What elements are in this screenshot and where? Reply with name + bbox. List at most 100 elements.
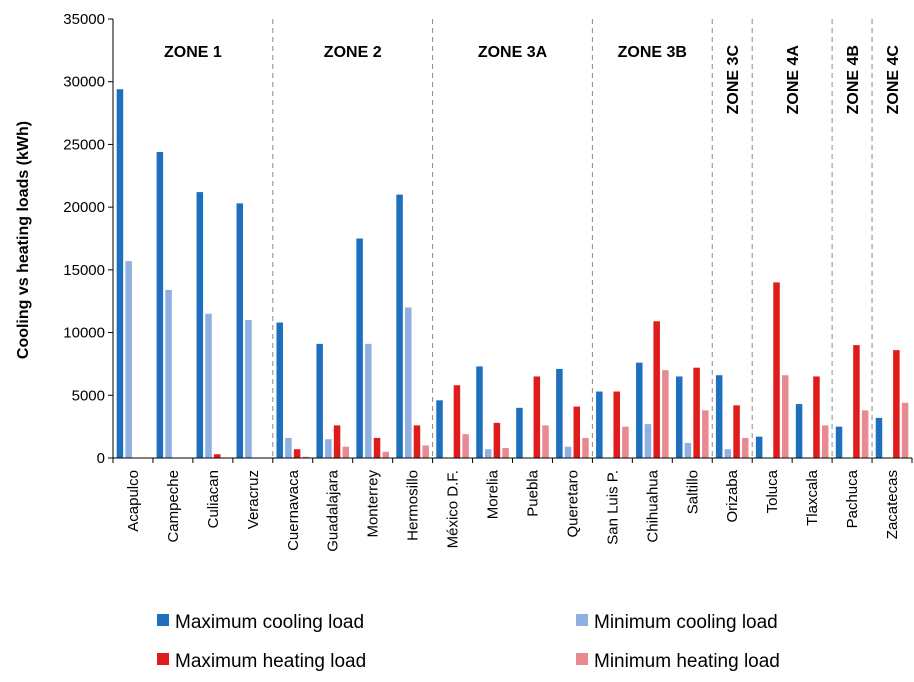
x-tick-labels: Acapulco Campeche Culiacan Veracruz Cuernava… xyxy=(112,458,913,552)
x-tick-label: Acapulco xyxy=(125,470,142,532)
bar xyxy=(724,449,732,458)
legend-label: Maximum heating load xyxy=(175,651,366,672)
bar xyxy=(413,425,421,458)
bar xyxy=(636,362,643,458)
bar xyxy=(613,391,620,458)
bar xyxy=(476,366,483,458)
bar xyxy=(893,350,900,458)
bar xyxy=(165,289,172,458)
legend-label: Minimum cooling load xyxy=(594,612,778,633)
x-tick-label: Orizaba xyxy=(724,469,741,522)
bar xyxy=(213,454,221,458)
y-tick-labels: 0 5000 10000 15000 20000 25000 30000 35000 xyxy=(63,11,113,467)
bar xyxy=(662,370,669,458)
x-tick-label: Morelia xyxy=(485,469,502,519)
zone-label: ZONE 4C xyxy=(885,45,902,115)
x-tick-label: Guadalajara xyxy=(325,469,342,551)
bar xyxy=(573,406,581,458)
bar xyxy=(564,446,572,458)
legend-swatch xyxy=(157,614,169,626)
zone-label: ZONE 3C xyxy=(725,45,742,115)
zone-label: ZONE 4A xyxy=(785,45,802,115)
bar xyxy=(542,425,549,458)
bar xyxy=(125,261,132,458)
bar xyxy=(653,321,660,458)
bar xyxy=(781,375,789,458)
bar xyxy=(276,322,283,458)
y-axis-title: Cooling vs heating loads (kWh) xyxy=(15,121,32,359)
bar xyxy=(821,425,829,458)
bar xyxy=(675,376,683,458)
x-tick-label: Chihuahua xyxy=(644,469,661,542)
bar xyxy=(302,456,310,458)
x-tick-label: Saltillo xyxy=(684,470,701,514)
bars xyxy=(116,89,909,459)
bar xyxy=(205,313,212,458)
zone-label: ZONE 1 xyxy=(164,44,222,61)
bar xyxy=(596,391,603,458)
x-tick-label: Campeche xyxy=(165,470,182,543)
bar xyxy=(684,442,692,458)
x-tick-label: Zacatecas xyxy=(884,470,901,539)
bar xyxy=(236,203,244,458)
legend-swatch xyxy=(576,653,588,665)
bar xyxy=(861,410,869,458)
x-tick-label: Monterrey xyxy=(365,470,382,538)
bar xyxy=(325,439,332,458)
bar xyxy=(644,424,652,458)
zone-dividers xyxy=(272,19,873,458)
x-tick-label: México D.F. xyxy=(445,470,462,548)
x-tick-label: San Luis P. xyxy=(604,470,621,545)
y-tick-label: 0 xyxy=(97,450,105,467)
bar xyxy=(813,376,820,458)
x-tick-label: Puebla xyxy=(524,469,541,516)
x-tick-label: Queretaro xyxy=(564,470,581,538)
bar xyxy=(116,89,124,459)
x-tick-label: Hermosillo xyxy=(405,470,422,541)
y-tick-label: 10000 xyxy=(63,325,105,342)
legend-swatch xyxy=(157,653,169,665)
bar xyxy=(875,417,883,458)
bar xyxy=(742,437,749,458)
bar xyxy=(453,385,461,458)
bar xyxy=(316,343,323,458)
bar xyxy=(835,426,843,458)
bar xyxy=(365,343,372,458)
x-tick-label: Pachuca xyxy=(844,469,861,528)
x-tick-label: Cuernavaca xyxy=(285,469,302,551)
bar xyxy=(502,447,509,458)
bar xyxy=(484,449,492,458)
bar xyxy=(405,307,412,458)
x-tick-label: Toluca xyxy=(764,469,781,513)
bar xyxy=(373,437,381,458)
bar xyxy=(533,376,541,458)
legend-label: Maximum cooling load xyxy=(175,612,364,633)
bar xyxy=(773,282,780,458)
y-tick-label: 5000 xyxy=(72,387,105,404)
y-tick-label: 20000 xyxy=(63,199,105,216)
zone-label: ZONE 2 xyxy=(324,44,382,61)
bar xyxy=(462,434,469,458)
y-tick-label: 15000 xyxy=(63,262,105,279)
bar xyxy=(293,449,301,458)
bar xyxy=(715,375,723,458)
bar xyxy=(795,404,803,458)
bar xyxy=(285,437,292,458)
bar xyxy=(622,426,629,458)
bar xyxy=(382,451,389,458)
bar xyxy=(245,320,252,458)
bar xyxy=(853,345,860,458)
legend: Maximum cooling load Minimum cooling load… xyxy=(157,612,780,672)
bar xyxy=(702,410,709,458)
bar xyxy=(733,405,740,458)
legend-swatch xyxy=(576,614,588,626)
legend-label: Minimum heating load xyxy=(594,651,780,672)
zone-label: ZONE 3A xyxy=(478,44,548,61)
bar xyxy=(436,400,443,458)
bar xyxy=(422,445,429,458)
zone-label: ZONE 3B xyxy=(618,44,687,61)
zone-label: ZONE 4B xyxy=(845,45,862,114)
bar xyxy=(333,425,341,458)
bar xyxy=(342,446,350,458)
